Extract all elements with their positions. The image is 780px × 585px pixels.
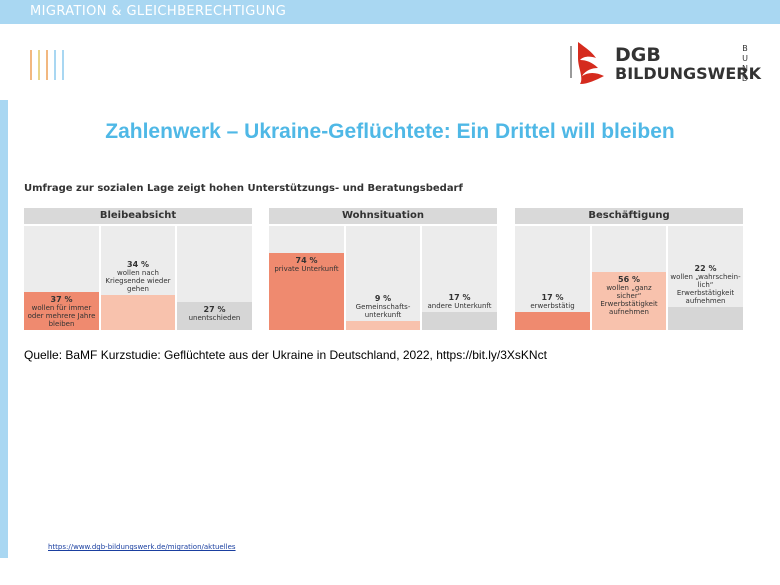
bar-value-label: 9 % [374,294,392,303]
logo-line2: BILDUNGSWERK [615,64,761,83]
chart-panel-bleibeabsicht: Bleibeabsicht 37 % wollen für immer oder … [24,208,252,330]
left-accent-bar [0,100,8,558]
panel-title: Beschäftigung [515,208,743,224]
chart-bar [592,272,666,330]
chart-panel-wohnsituation: Wohnsituation 74 % private Unterkunft 9 % G… [269,208,497,330]
panel-title: Wohnsituation [269,208,497,224]
chart-bar [515,312,590,330]
chart-column: 9 % Gemeinschafts-unterkunft [346,226,420,330]
section-title: MIGRATION & GLEICHBERECHTIGUNG [30,4,287,19]
chart-column: 22 % wollen „wahrschein-lich“ Erwerbstäti… [668,226,743,330]
bar-category-label: erwerbstätig [530,302,575,310]
chart-column: 56 % wollen „ganz sicher“ Erwerbstätigkei… [592,226,666,330]
logo-letter: N [742,64,748,73]
bar-value-label: 74 % [295,256,318,265]
chart-bar [346,321,420,330]
bar-value-label: 56 % [618,275,640,284]
bar-category-label: andere Unterkunft [427,302,492,310]
chart-bar [177,302,252,330]
source-note: Quelle: BaMF Kurzstudie: Geflüchtete aus… [24,348,547,362]
footer-link[interactable]: https://www.dgb-bildungswerk.de/migratio… [48,543,236,551]
bar-data-label: 17 % andere Unterkunft [422,293,497,310]
bar-value-label: 17 % [448,293,471,302]
bar-data-label: 56 % wollen „ganz sicher“ Erwerbstätigkei… [592,275,666,316]
chart-bar [668,307,743,330]
bar-category-label: wollen für immer oder mehrere Jahre blei… [27,304,96,328]
bar-category-label: Gemeinschafts-unterkunft [355,303,411,319]
bar-value-label: 37 % [50,295,73,304]
bar-data-label: 17 % erwerbstätig [515,293,590,310]
bar-category-label: private Unterkunft [274,265,339,273]
chart-bar [24,292,99,330]
decorative-lines-icon [30,50,64,80]
bar-value-label: 22 % [694,264,717,273]
bar-data-label: 74 % private Unterkunft [269,256,344,273]
top-banner: MIGRATION & GLEICHBERECHTIGUNG [0,0,780,24]
chart-column: 37 % wollen für immer oder mehrere Jahre … [24,226,99,330]
dgb-bird-icon [570,42,604,84]
bar-value-label: 27 % [203,305,226,314]
bar-category-label: wollen „wahrschein-lich“ Erwerbstätigkei… [670,273,741,305]
chart-column: 17 % andere Unterkunft [422,226,497,330]
bar-data-label: 9 % Gemeinschafts-unterkunft [346,294,420,319]
slide-title: Zahlenwerk – Ukraine-Geflüchtete: Ein Dr… [105,120,675,143]
chart-column: 17 % erwerbstätig [515,226,590,330]
bar-data-label: 34 % wollen nach Kriegsende wieder gehen [101,260,175,293]
chart-column: 34 % wollen nach Kriegsende wieder gehen [101,226,175,330]
bar-data-label: 22 % wollen „wahrschein-lich“ Erwerbstäti… [668,264,743,305]
chart-bar [101,295,175,330]
bar-category-label: wollen „ganz sicher“ Erwerbstätigkeit au… [600,284,658,316]
bar-value-label: 17 % [541,293,564,302]
bar-category-label: wollen nach Kriegsende wieder gehen [105,269,171,293]
chart-panel-beschaeftigung: Beschäftigung 17 % erwerbstätig 56 % wollen… [515,208,743,330]
bar-data-label: 37 % wollen für immer oder mehrere Jahre … [24,295,99,328]
chart-column: 27 % unentschieden [177,226,252,330]
logo-letter: B [742,44,748,53]
bar-data-label: 27 % unentschieden [177,305,252,322]
logo-letter: D [741,74,749,83]
logo-letter: U [742,54,748,63]
chart-overall-title: Umfrage zur sozialen Lage zeigt hohen Un… [24,183,463,194]
logo-line1: DGB [615,44,661,66]
bar-category-label: unentschieden [188,314,241,322]
chart-bar [422,312,497,330]
bar-value-label: 34 % [127,260,149,269]
chart-bar [269,253,344,330]
chart-column: 74 % private Unterkunft [269,226,344,330]
panel-title: Bleibeabsicht [24,208,252,224]
